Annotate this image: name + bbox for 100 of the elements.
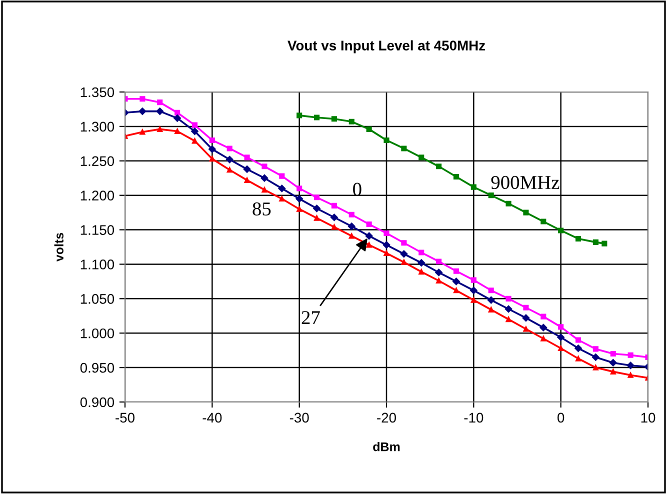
- point: [260, 174, 268, 182]
- text: 27: [302, 311, 320, 324]
- point: [384, 230, 390, 236]
- point: [191, 128, 198, 135]
- point: [208, 146, 216, 153]
- point: [244, 154, 250, 160]
- y-tick-label: 1.100: [80, 260, 114, 270]
- point: [140, 96, 146, 102]
- point: [488, 192, 494, 198]
- point: [331, 202, 337, 208]
- point: [558, 324, 564, 330]
- point: [628, 372, 634, 378]
- point: [400, 250, 408, 258]
- y-tick-label: 1.200: [80, 190, 114, 201]
- point: [628, 352, 634, 358]
- point: [278, 184, 286, 192]
- point: [470, 286, 478, 294]
- point: [348, 222, 356, 230]
- point: [436, 258, 442, 264]
- point: [418, 259, 426, 266]
- point: [365, 232, 373, 240]
- point: [418, 250, 424, 256]
- point: [157, 100, 163, 106]
- point: [506, 200, 512, 206]
- point: [226, 156, 234, 164]
- y-tick-label: 1.050: [80, 294, 114, 304]
- point: [540, 336, 546, 342]
- point: [243, 166, 251, 173]
- point: [138, 108, 146, 115]
- x-axis-title: dBm: [373, 442, 400, 452]
- point: [296, 206, 302, 212]
- point: [470, 184, 476, 190]
- point: [348, 118, 354, 124]
- point: [262, 164, 268, 170]
- x-tick-label: -40: [202, 412, 222, 423]
- y-axis-title: volts: [54, 232, 64, 262]
- point: [592, 354, 600, 361]
- point: [602, 240, 608, 246]
- point: [557, 334, 564, 341]
- series-label: 85: [252, 202, 271, 216]
- point: [453, 268, 460, 274]
- y-tick-label: 1.250: [80, 156, 114, 166]
- point: [488, 306, 494, 312]
- point: [506, 296, 512, 302]
- point: [366, 221, 372, 228]
- point: [610, 368, 616, 374]
- point: [156, 108, 164, 115]
- point: [418, 154, 424, 160]
- point: [401, 259, 407, 265]
- point: [523, 210, 529, 216]
- point: [574, 344, 582, 352]
- point: [575, 236, 582, 242]
- point: [331, 116, 337, 122]
- point: [592, 239, 598, 245]
- point: [558, 228, 564, 234]
- point: [540, 314, 546, 320]
- point: [244, 177, 250, 183]
- point: [522, 314, 530, 322]
- point: [626, 362, 634, 370]
- point: [384, 137, 390, 143]
- point: [209, 137, 215, 143]
- point: [314, 114, 320, 120]
- point: [575, 337, 582, 343]
- point: [436, 164, 442, 170]
- point: [313, 204, 320, 212]
- y-tick-label: 1.350: [80, 87, 114, 98]
- point: [504, 305, 512, 313]
- chart-title: Vout vs Input Level at 450MHz: [288, 40, 486, 54]
- point: [366, 126, 372, 132]
- point: [382, 241, 390, 249]
- point: [401, 146, 407, 152]
- point: [609, 359, 617, 366]
- point: [296, 112, 302, 118]
- point: [330, 214, 338, 222]
- y-tick-label: 1.150: [80, 225, 114, 235]
- point: [488, 288, 494, 294]
- point: [174, 114, 181, 122]
- y-tick-label: 1.000: [80, 328, 114, 338]
- series-label: 900MHz: [491, 176, 560, 190]
- point: [487, 296, 495, 304]
- x-tick-label: 10: [641, 412, 656, 423]
- y-tick-label: 0.900: [80, 397, 114, 408]
- point: [348, 212, 354, 218]
- point: [296, 195, 303, 202]
- point: [452, 278, 460, 286]
- x-tick-label: -20: [377, 412, 396, 423]
- point: [314, 194, 320, 200]
- point: [540, 218, 546, 224]
- point: [174, 128, 180, 134]
- point: [592, 346, 598, 352]
- point: [174, 110, 180, 116]
- x-tick-label: 0: [558, 412, 564, 423]
- y-tick-label: 1.300: [80, 122, 114, 132]
- x-tick-label: -50: [116, 412, 134, 423]
- point: [610, 351, 616, 357]
- point: [226, 146, 232, 152]
- point: [157, 126, 163, 132]
- point: [575, 356, 582, 362]
- point: [401, 240, 407, 246]
- x-tick-label: -10: [464, 412, 484, 423]
